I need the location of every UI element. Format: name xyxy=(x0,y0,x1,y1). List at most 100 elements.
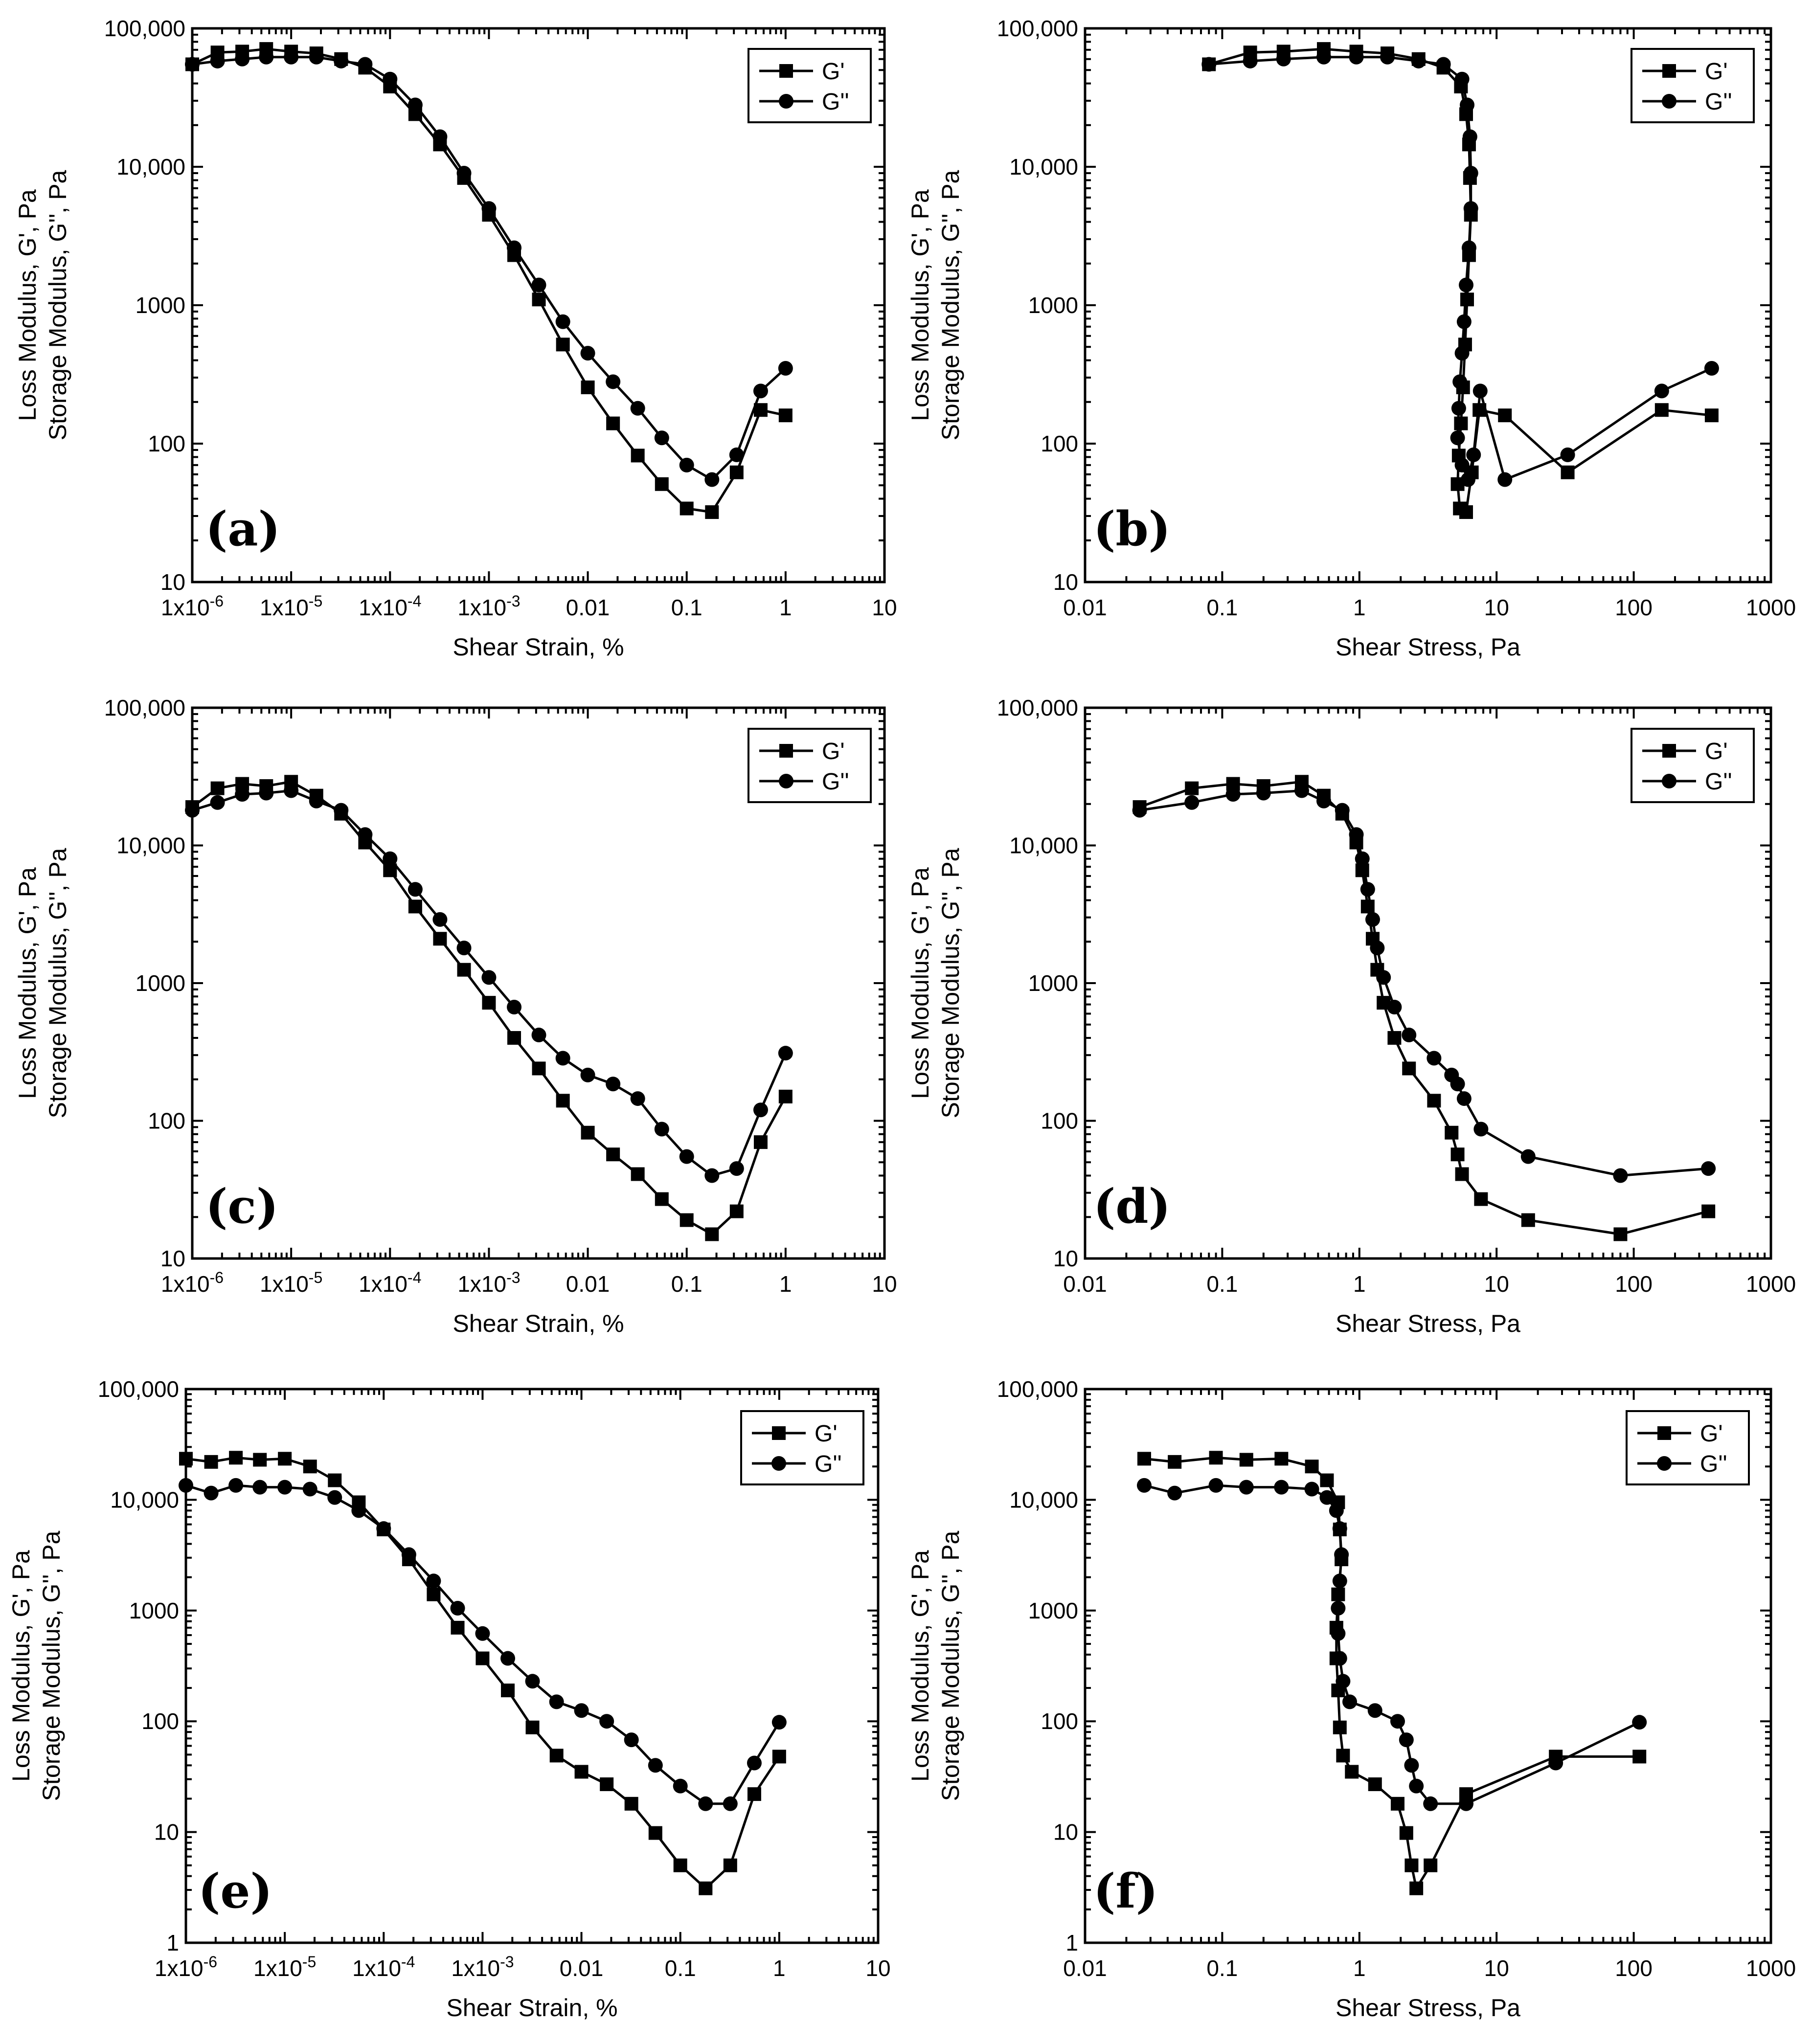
data-point-circle xyxy=(1256,786,1271,801)
data-point-circle xyxy=(1404,1758,1419,1773)
series-line-g-double-prime xyxy=(1209,56,1712,484)
data-point-circle xyxy=(1208,1478,1223,1493)
y-tick-label: 10 xyxy=(160,569,185,595)
series-line-g-double-prime xyxy=(1139,789,1709,1177)
data-point-square xyxy=(581,380,595,394)
data-point-circle xyxy=(1460,97,1475,112)
data-point-circle xyxy=(1409,1778,1424,1794)
legend-marker-square xyxy=(779,744,793,758)
data-point-circle xyxy=(630,1091,645,1106)
data-point-square xyxy=(556,1094,570,1108)
data-point-circle xyxy=(450,1601,465,1616)
data-point-square xyxy=(648,1826,662,1840)
data-point-circle xyxy=(753,1102,768,1118)
legend-marker-circle xyxy=(779,774,793,788)
x-axis-title: Shear Strain, % xyxy=(453,633,624,661)
data-point-circle xyxy=(1329,1503,1344,1518)
legend: G' G'' xyxy=(747,48,872,123)
data-point-circle xyxy=(358,57,373,72)
data-point-circle xyxy=(1463,201,1478,216)
data-point-square xyxy=(1424,1858,1438,1872)
y-tick-label: 100,000 xyxy=(997,1376,1078,1402)
y-tick-label: 1 xyxy=(166,1930,179,1955)
legend-box xyxy=(740,1410,864,1485)
legend-label: G'' xyxy=(822,769,849,795)
data-point-circle xyxy=(334,803,349,818)
panel-label: (d) xyxy=(1093,1179,1171,1234)
data-point-square xyxy=(1274,1452,1289,1466)
y-tick-label: 100 xyxy=(148,1108,185,1134)
data-point-circle xyxy=(1380,49,1395,65)
plot-frame xyxy=(184,1388,880,1944)
data-point-circle xyxy=(648,1758,663,1773)
y-axis-title-line1: Loss Modulus, G', Pa xyxy=(14,189,41,421)
x-axis-title: Shear Stress, Pa xyxy=(1336,1994,1520,2022)
x-tick-label: 0.01 xyxy=(1063,595,1107,620)
y-tick-label: 100 xyxy=(1041,431,1078,456)
data-point-circle xyxy=(771,1715,787,1730)
data-point-circle xyxy=(1331,1601,1346,1616)
x-tick-label: 0.1 xyxy=(665,1955,696,1981)
data-point-circle xyxy=(259,49,274,65)
x-tick-label: 0.1 xyxy=(1206,595,1238,620)
data-point-square xyxy=(705,1227,719,1241)
y-tick-label: 10 xyxy=(1053,569,1078,595)
data-point-square xyxy=(204,1455,218,1469)
data-point-circle xyxy=(1427,1051,1442,1066)
legend-marker-circle xyxy=(779,94,793,109)
data-point-circle xyxy=(1462,129,1477,144)
y-tick-label: 100,000 xyxy=(997,16,1078,41)
data-point-circle xyxy=(456,941,472,956)
data-point-circle xyxy=(210,795,225,810)
data-point-circle xyxy=(531,1028,546,1043)
legend-marker-circle xyxy=(1662,94,1676,109)
x-tick-label: 100 xyxy=(1615,1271,1653,1297)
data-point-square xyxy=(1390,1797,1404,1811)
data-point-circle xyxy=(252,1480,268,1495)
legend-label: G'' xyxy=(1705,89,1732,115)
data-point-circle xyxy=(679,457,694,472)
data-point-circle xyxy=(185,803,200,818)
x-tick-label: 1x10-5 xyxy=(260,1269,322,1297)
x-tick-label: 10 xyxy=(872,595,897,620)
data-point-circle xyxy=(309,49,324,65)
data-point-square xyxy=(1450,1147,1465,1162)
data-point-circle xyxy=(1360,882,1375,897)
data-point-square xyxy=(1654,403,1669,417)
data-point-square xyxy=(1168,1455,1182,1469)
y-tick-label: 10 xyxy=(1053,1246,1078,1271)
data-point-circle xyxy=(1704,361,1719,376)
data-point-circle xyxy=(383,71,398,87)
y-tick-label: 1000 xyxy=(1028,1598,1078,1623)
data-point-circle xyxy=(401,1547,416,1562)
y-tick-label: 10 xyxy=(160,1246,185,1271)
y-axis-title-line2: Storage Modulus, G'', Pa xyxy=(38,1530,65,1801)
data-point-circle xyxy=(334,53,349,68)
data-point-square xyxy=(778,408,793,423)
legend: G' G'' xyxy=(1631,728,1755,803)
data-point-square xyxy=(1399,1826,1413,1840)
series-line-g-prime xyxy=(1139,780,1709,1235)
x-tick-label: 0.01 xyxy=(566,1271,610,1297)
data-point-circle xyxy=(1376,970,1391,985)
data-point-square xyxy=(1185,781,1199,795)
data-point-square xyxy=(1454,416,1468,430)
data-point-square xyxy=(303,1460,317,1474)
y-tick-label: 10,000 xyxy=(1009,833,1078,858)
y-tick-label: 10,000 xyxy=(110,1487,179,1512)
data-point-circle xyxy=(408,97,423,112)
legend-box xyxy=(1631,48,1755,123)
series-line-g-double-prime xyxy=(192,56,787,481)
data-point-square xyxy=(532,292,546,307)
data-point-square xyxy=(1455,1167,1469,1181)
y-tick-label: 10,000 xyxy=(1009,154,1078,180)
y-tick-label: 100 xyxy=(1041,1108,1078,1134)
data-point-circle xyxy=(1454,346,1470,361)
data-point-square xyxy=(210,781,225,795)
data-point-square xyxy=(1402,1061,1416,1076)
legend-marker-square xyxy=(1662,64,1676,78)
panel-f: 0.01 0.1 1 10 100 1000 1 10 100 1000 10,000 100,000… xyxy=(906,1376,1796,2022)
x-tick-label: 1x10-5 xyxy=(253,1953,316,1981)
data-point-circle xyxy=(1201,57,1217,72)
